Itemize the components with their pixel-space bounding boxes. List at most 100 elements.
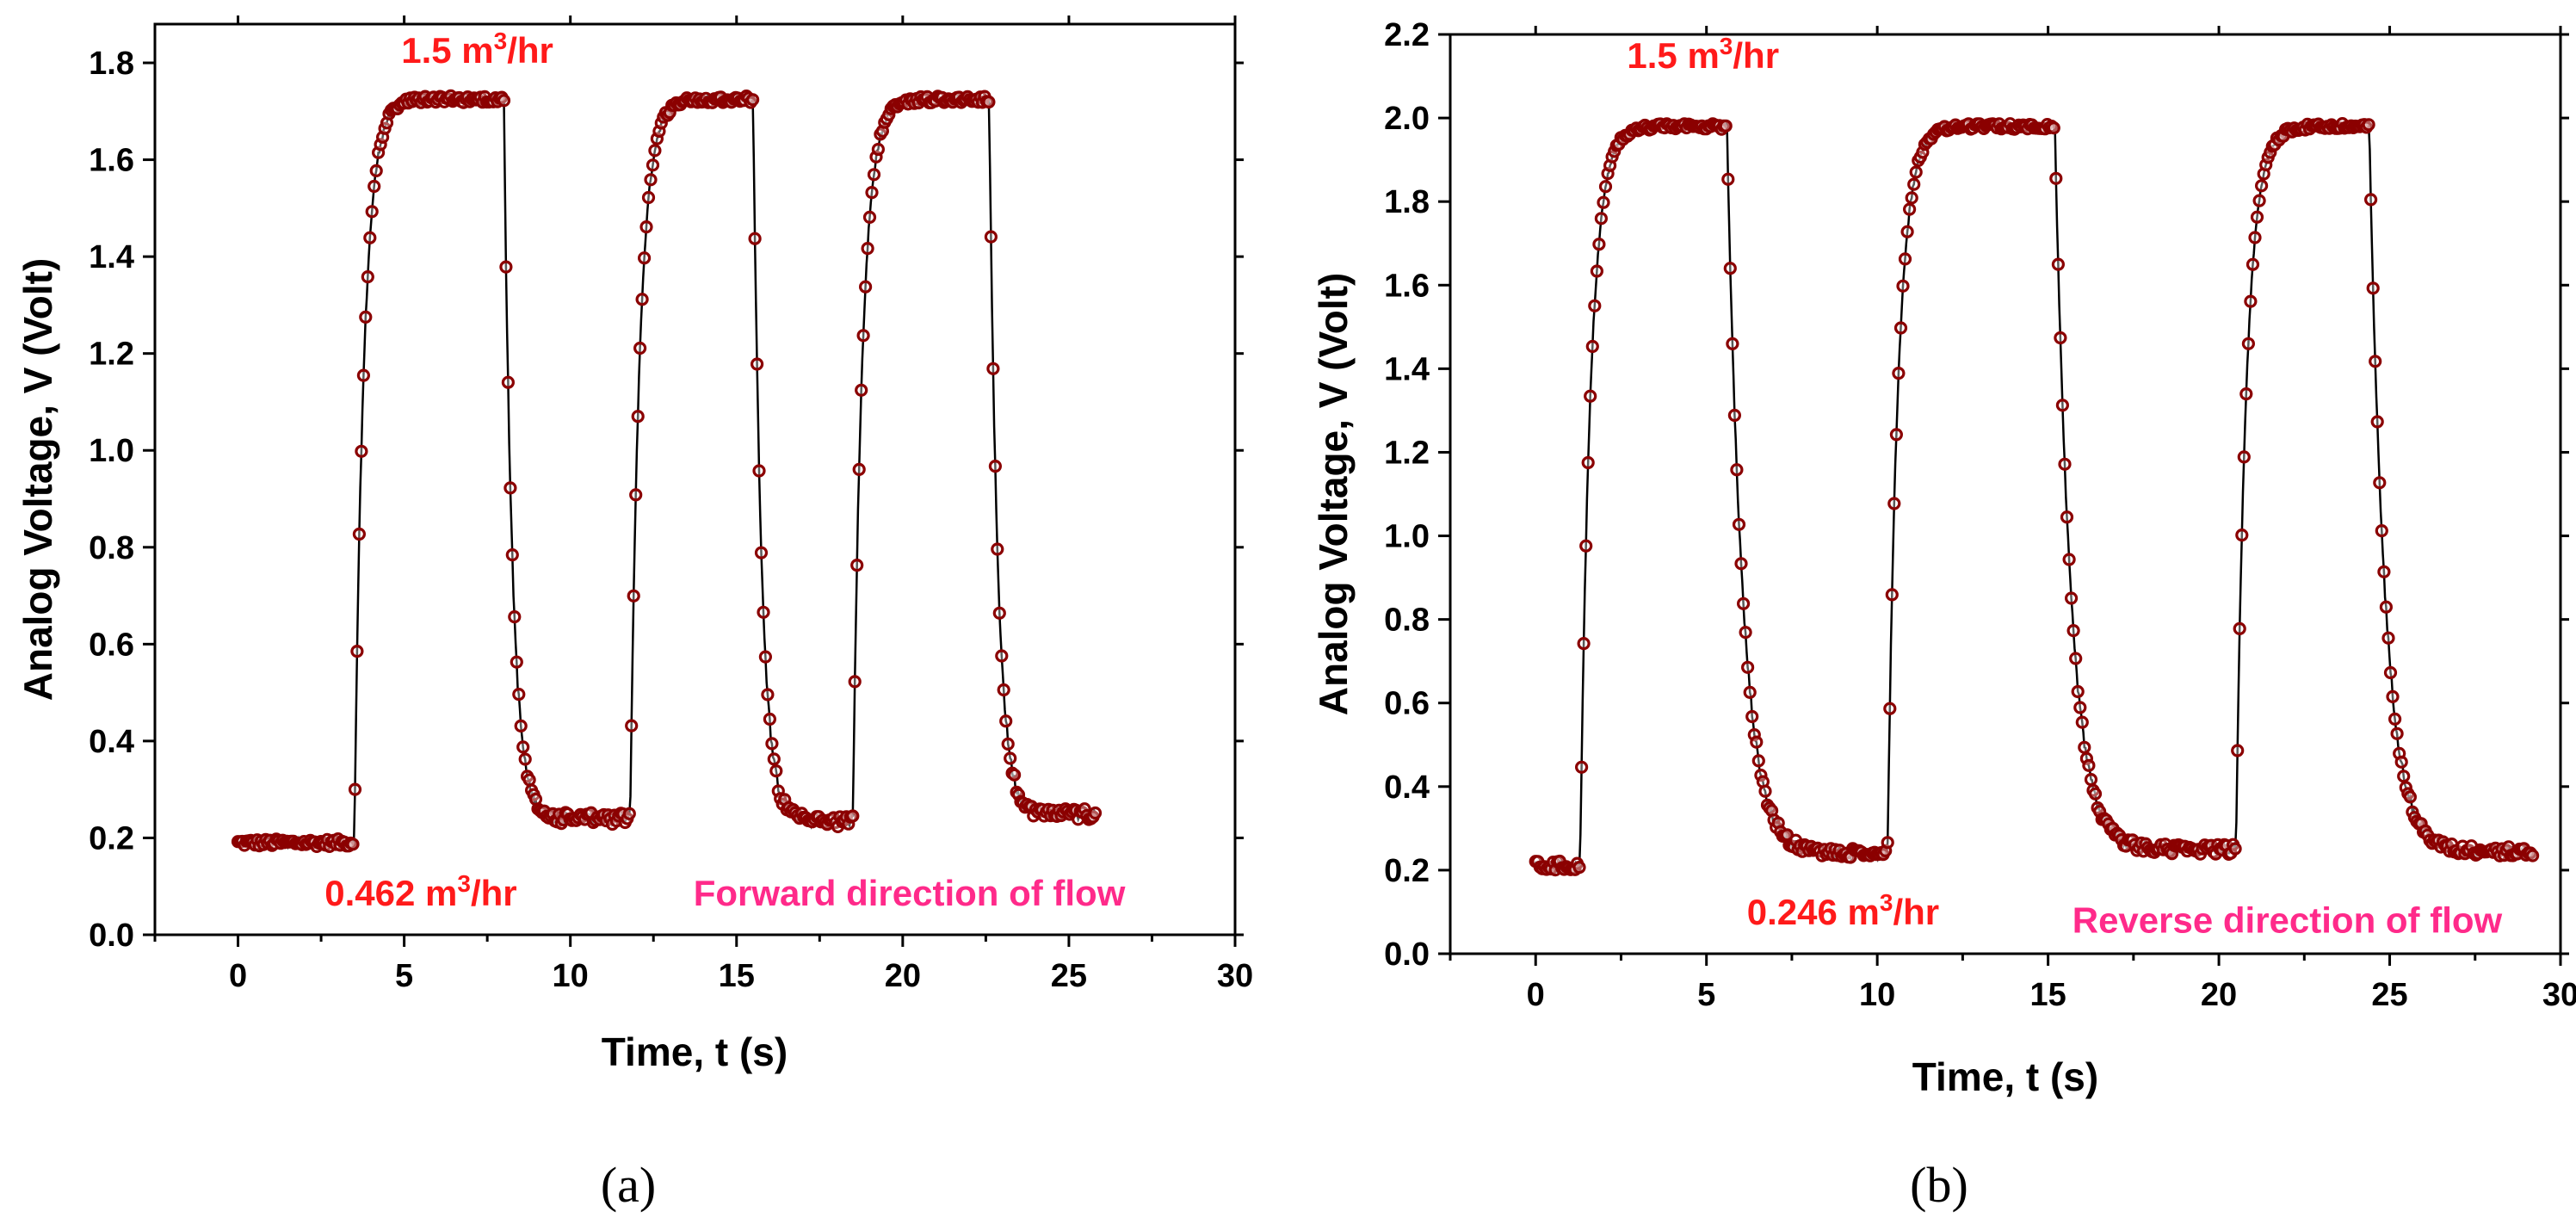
series-b xyxy=(1529,117,2540,877)
data-point xyxy=(763,712,777,726)
y-tick-label-a-2: 0.4 xyxy=(89,724,134,760)
data-point xyxy=(2403,790,2417,804)
data-point xyxy=(631,410,645,423)
data-point xyxy=(2248,231,2262,244)
data-point xyxy=(1743,685,1757,700)
series-line-b xyxy=(1534,119,2534,874)
data-point xyxy=(767,752,781,766)
data-point xyxy=(497,94,511,108)
data-point xyxy=(2373,476,2387,490)
data-point xyxy=(2366,281,2380,295)
data-point xyxy=(508,609,522,624)
data-point xyxy=(2228,842,2242,856)
data-point xyxy=(2071,684,2085,699)
data-point xyxy=(1584,389,1597,403)
data-point xyxy=(1889,428,1903,442)
data-point xyxy=(2054,331,2067,345)
data-point xyxy=(648,144,662,158)
x-tick-label-a-2: 10 xyxy=(553,958,589,994)
data-point xyxy=(363,231,377,244)
data-point xyxy=(861,242,874,256)
data-point xyxy=(348,782,362,796)
data-point xyxy=(2381,631,2395,645)
x-tick-label-a-1: 5 xyxy=(395,958,413,994)
data-point xyxy=(1898,252,1912,266)
ticks-a: 0 5 10 15 20 25 30 0.0 0.2 0.4 0.6 0.8 1.0 1.2 1.4 1.6 1… xyxy=(89,15,1253,994)
data-point xyxy=(352,527,366,541)
data-point xyxy=(1726,337,1739,350)
data-point xyxy=(2233,621,2246,636)
data-point xyxy=(1750,735,1764,749)
data-point xyxy=(2058,457,2072,471)
data-point xyxy=(2060,510,2074,524)
data-point xyxy=(1579,539,1593,553)
data-point xyxy=(503,481,517,495)
data-point xyxy=(2075,715,2089,729)
data-point xyxy=(2231,744,2245,757)
data-point xyxy=(995,649,1009,663)
data-point xyxy=(856,329,870,343)
annotation-low-a: 0.462 m3/hr xyxy=(324,870,516,913)
data-point xyxy=(499,260,513,274)
y-tick-label-a-9: 1.8 xyxy=(89,46,134,82)
data-point xyxy=(1723,262,1737,275)
data-point xyxy=(865,186,879,200)
data-point xyxy=(646,158,660,172)
y-tick-label-b-10: 2.0 xyxy=(1384,101,1430,137)
data-point xyxy=(368,179,381,194)
data-point xyxy=(2526,849,2540,862)
x-tick-label-b-3: 15 xyxy=(2029,977,2066,1013)
y-tick-label-a-6: 1.2 xyxy=(89,337,134,373)
x-tick-label-b-5: 25 xyxy=(2371,977,2407,1013)
data-point xyxy=(765,737,779,751)
data-point xyxy=(1887,497,1901,510)
data-point xyxy=(1745,709,1759,724)
data-point xyxy=(2051,257,2065,271)
data-point xyxy=(1597,195,1610,209)
ticks-b: 0 5 10 15 20 25 30 0.0 0.2 0.4 0.6 0.8 1.0 1.2 1.4 1.6 1… xyxy=(1384,17,2576,1013)
data-point xyxy=(757,605,770,619)
data-point xyxy=(505,547,519,562)
data-point xyxy=(1909,165,1923,179)
data-point xyxy=(1734,557,1748,571)
data-point xyxy=(2250,210,2264,224)
data-point xyxy=(1588,299,1602,312)
y-tick-label-a-1: 0.2 xyxy=(89,820,134,856)
data-point xyxy=(1758,784,1772,798)
data-point xyxy=(1885,588,1899,602)
data-point xyxy=(862,210,877,224)
data-point xyxy=(2369,355,2382,368)
y-tick-label-a-4: 0.8 xyxy=(89,530,134,566)
data-point xyxy=(2383,665,2398,680)
data-point xyxy=(369,164,383,177)
data-point xyxy=(761,688,775,702)
data-point xyxy=(629,488,643,502)
caption-b: (b) xyxy=(1910,1157,1968,1213)
data-point xyxy=(2082,758,2096,772)
data-point xyxy=(350,644,364,658)
panel-a: 0 5 10 15 20 25 30 0.0 0.2 0.4 0.6 0.8 1.0 1.2 1.4 1.6 1… xyxy=(15,15,1253,1213)
x-tick-label-b-1: 5 xyxy=(1697,977,1715,1013)
data-point xyxy=(518,752,532,766)
data-point xyxy=(1001,737,1015,751)
y-tick-label-a-8: 1.6 xyxy=(89,143,134,179)
data-point xyxy=(1896,279,1910,293)
data-point xyxy=(2049,171,2063,185)
data-point xyxy=(1721,172,1735,186)
data-point xyxy=(2377,565,2391,578)
x-axis-label-a: Time, t (s) xyxy=(602,1029,788,1074)
data-point xyxy=(1903,202,1917,216)
data-point xyxy=(867,168,881,182)
data-point xyxy=(1088,806,1103,820)
data-point xyxy=(2370,415,2384,429)
data-point xyxy=(1598,180,1613,194)
y-tick-label-b-4: 0.8 xyxy=(1384,603,1430,639)
data-point xyxy=(2078,740,2091,754)
data-point xyxy=(1581,455,1595,470)
x-tick-label-a-5: 25 xyxy=(1051,958,1087,994)
data-point xyxy=(2235,528,2249,542)
data-point xyxy=(758,650,773,664)
x-tick-label-a-4: 20 xyxy=(885,958,921,994)
x-tick-label-a-6: 30 xyxy=(1217,958,1253,994)
